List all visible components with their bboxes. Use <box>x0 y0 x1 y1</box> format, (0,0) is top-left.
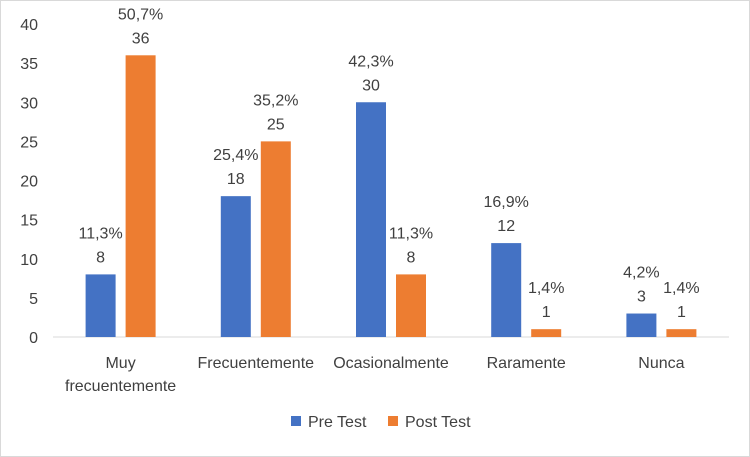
legend-label-pre: Pre Test <box>308 414 367 431</box>
data-label-percent: 35,2% <box>253 92 298 109</box>
y-axis-ticks: 0 5 10 15 20 25 30 35 40 <box>20 17 38 347</box>
bar-pre-0 <box>85 274 116 337</box>
bar-post-0 <box>125 55 156 338</box>
bar-pre-2 <box>356 102 386 337</box>
data-label-value: 8 <box>407 249 416 266</box>
category-label: Muy <box>105 355 135 372</box>
data-label-value: 1 <box>542 304 551 321</box>
bar-post-1 <box>260 141 291 337</box>
y-tick-label: 10 <box>20 252 38 269</box>
data-label-value: 3 <box>637 289 646 306</box>
category-label: Nunca <box>638 355 684 372</box>
data-label-percent: 42,3% <box>348 53 393 70</box>
category-labels-group: Muy frecuentemente Frecuentemente Ocasional… <box>65 355 685 395</box>
data-labels-group: 8 11,3% 36 50,7% 18 25,4% 25 35,2% 30 42,3% 8 11,3%… <box>79 6 700 321</box>
category-label: Frecuentemente <box>198 355 315 372</box>
legend-swatch-pre <box>291 416 301 426</box>
y-tick-label: 15 <box>20 213 38 230</box>
data-label-percent: 11,3% <box>79 225 123 242</box>
bar-pre-3 <box>491 243 522 337</box>
category-label: frecuentemente <box>65 378 176 395</box>
y-tick-label: 35 <box>20 56 38 73</box>
legend-swatch-post <box>388 416 398 426</box>
data-label-value: 12 <box>497 218 515 235</box>
data-label-percent: 1,4% <box>528 280 564 297</box>
bar-post-4 <box>666 329 697 337</box>
data-label-value: 8 <box>96 249 105 266</box>
data-label-percent: 11,3% <box>389 225 433 242</box>
y-tick-label: 30 <box>20 95 38 112</box>
data-label-percent: 16,9% <box>484 194 529 211</box>
y-tick-label: 20 <box>20 174 38 191</box>
data-label-value: 1 <box>677 304 686 321</box>
y-tick-label: 0 <box>29 330 38 347</box>
bar-post-3 <box>531 329 562 337</box>
data-label-percent: 50,7% <box>118 6 163 23</box>
data-label-value: 30 <box>362 77 380 94</box>
legend-label-post: Post Test <box>405 414 471 431</box>
bar-pre-1 <box>220 196 251 337</box>
data-label-value: 36 <box>132 30 150 47</box>
data-label-percent: 1,4% <box>663 280 699 297</box>
data-label-value: 25 <box>267 116 285 133</box>
data-label-percent: 4,2% <box>623 265 659 282</box>
y-tick-label: 5 <box>29 291 38 308</box>
y-tick-label: 40 <box>20 17 38 34</box>
category-label: Raramente <box>487 355 566 372</box>
bars-group <box>85 55 697 338</box>
y-tick-label: 25 <box>20 134 38 151</box>
data-label-value: 18 <box>227 171 245 188</box>
legend: Pre Test Post Test <box>291 414 471 431</box>
bar-pre-4 <box>626 313 657 337</box>
bar-post-2 <box>396 274 426 337</box>
category-label: Ocasionalmente <box>333 355 449 372</box>
data-label-percent: 25,4% <box>213 147 258 164</box>
